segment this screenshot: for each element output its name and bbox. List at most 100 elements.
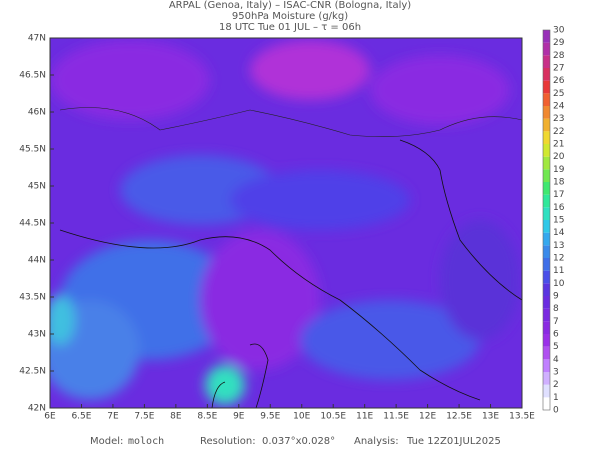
colorbar-label: 16 [553, 203, 565, 213]
colorbar-label: 4 [553, 355, 559, 365]
colorbar-label: 11 [553, 266, 564, 276]
colorbar-label: 29 [553, 38, 565, 48]
colorbar-label: 22 [553, 127, 564, 137]
lon-label: 13.5E [509, 412, 535, 422]
colorbar-swatch [543, 321, 550, 334]
colorbar-label: 13 [553, 241, 564, 251]
colorbar-frame [542, 29, 551, 411]
colorbar-swatch [543, 207, 550, 220]
colorbar-swatch [543, 182, 550, 195]
colorbar-label: 28 [553, 51, 565, 61]
colorbar-swatch [543, 118, 550, 132]
colorbar-label: 30 [553, 26, 565, 36]
title-line-3: 18 UTC Tue 01 JUL – τ = 06h [219, 22, 361, 33]
lon-label: 6.5E [71, 412, 91, 422]
lon-label: 9.5E [260, 412, 280, 422]
colorbar-swatch [543, 232, 550, 246]
lon-label: 12.5E [446, 412, 472, 422]
colorbar-swatch [543, 156, 550, 170]
colorbar-label: 26 [553, 76, 565, 86]
resolution: 0.037°x0.028° [262, 436, 335, 447]
lon-label: 9E [233, 412, 245, 422]
colorbar-label: 15 [553, 216, 564, 226]
resolution-label: Resolution: [200, 436, 256, 447]
colorbar-swatch [543, 194, 550, 208]
lat-label: 46N [28, 108, 46, 118]
lat-label: 43N [28, 330, 46, 340]
model-label: Model: [90, 436, 123, 447]
colorbar-swatch [543, 283, 550, 296]
colorbar-label: 3 [553, 368, 559, 378]
lon-label: 12E [419, 412, 436, 422]
colorbar-label: 14 [553, 228, 565, 238]
lon-label: 8E [170, 412, 182, 422]
colorbar-swatch [543, 346, 550, 360]
colorbar-label: 27 [553, 64, 564, 74]
colorbar-label: 2 [553, 380, 559, 390]
colorbar-label: 5 [553, 342, 559, 352]
lat-label: 45N [28, 182, 46, 192]
lon-axis: 6E 6.5E 7E 7.5E 8E 8.5E 9E 9.5E 10E 10.5E 11E 11.5E… [44, 404, 535, 422]
colorbar-swatch [543, 270, 550, 284]
colorbar: 3029282726252423222120191817161514131211… [542, 26, 565, 416]
colorbar-label: 12 [553, 254, 564, 264]
map-field [50, 38, 522, 408]
lat-label: 47N [28, 34, 46, 44]
colorbar-swatch [543, 359, 550, 372]
colorbar-label: 7 [553, 317, 559, 327]
lon-label: 6E [44, 412, 56, 422]
lon-label: 11.5E [383, 412, 409, 422]
colorbar-swatch [543, 55, 550, 68]
lat-label: 42N [28, 404, 46, 414]
colorbar-label: 8 [553, 304, 559, 314]
colorbar-swatch [543, 296, 550, 309]
colorbar-label: 24 [553, 102, 565, 112]
lat-label: 45.5N [19, 145, 46, 155]
lat-label: 43.5N [19, 293, 46, 303]
colorbar-label: 23 [553, 114, 564, 124]
lat-label: 44N [28, 256, 46, 266]
analysis: Tue 12Z01JUL2025 [406, 436, 501, 447]
lon-label: 8.5E [197, 412, 217, 422]
lon-label: 10.5E [320, 412, 346, 422]
colorbar-swatch [543, 131, 550, 144]
lon-label: 13E [482, 412, 499, 422]
colorbar-swatch [543, 397, 550, 410]
colorbar-label: 20 [553, 152, 565, 162]
colorbar-swatch [543, 106, 550, 119]
colorbar-swatch [543, 93, 550, 106]
lat-label: 42.5N [19, 367, 46, 377]
lon-label: 7.5E [134, 412, 154, 422]
lon-label: 10E [293, 412, 310, 422]
colorbar-swatch [543, 245, 550, 258]
lat-label: 46.5N [19, 71, 46, 81]
analysis-label: Analysis: [354, 436, 399, 447]
colorbar-swatch [543, 258, 550, 271]
lat-label: 44.5N [19, 219, 46, 229]
colorbar-label: 25 [553, 89, 564, 99]
title-line-1: ARPAL (Genoa, Italy) – ISAC-CNR (Bologna… [169, 0, 411, 11]
model: moloch [128, 436, 164, 447]
colorbar-swatch [543, 308, 550, 322]
title-line-2: 950hPa Moisture (g/kg) [232, 11, 348, 22]
colorbar-swatch [543, 42, 550, 56]
colorbar-label: 1 [553, 393, 559, 403]
colorbar-swatch [543, 169, 550, 182]
lon-label: 11E [356, 412, 373, 422]
colorbar-label: 19 [553, 165, 565, 175]
colorbar-swatch [543, 30, 550, 43]
colorbar-label: 18 [553, 178, 565, 188]
colorbar-label: 0 [553, 406, 559, 416]
colorbar-swatch [543, 220, 550, 233]
colorbar-label: 21 [553, 140, 564, 150]
colorbar-label: 9 [553, 292, 559, 302]
colorbar-label: 6 [553, 330, 559, 340]
colorbar-swatch [543, 384, 550, 398]
colorbar-swatch [543, 144, 550, 157]
colorbar-label: 10 [553, 279, 565, 289]
colorbar-swatch [543, 372, 550, 385]
colorbar-swatch [543, 68, 550, 81]
lat-axis: 47N 46.5N 46N 45.5N 45N 44.5N 44N 43.5N 43N 42.5N… [19, 34, 54, 414]
